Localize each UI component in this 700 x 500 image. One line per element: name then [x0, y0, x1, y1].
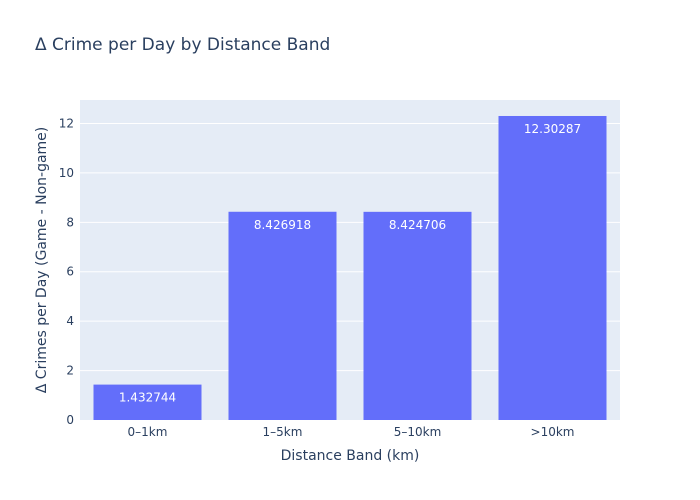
x-axis-ticks: 0–1km 1–5km 5–10km >10km [128, 425, 575, 439]
y-tick-label: 8 [66, 215, 74, 229]
bar [498, 115, 607, 421]
x-tick-label: 1–5km [263, 425, 303, 439]
chart-title: Δ Crime per Day by Distance Band [35, 35, 330, 55]
bar-value-label: 8.424706 [389, 218, 446, 232]
bar-value-label: 12.30287 [524, 122, 581, 136]
bar-value-label: 1.432744 [119, 391, 176, 405]
bar-value-labels: 1.432744 8.426918 8.424706 12.30287 [119, 122, 581, 405]
y-tick-label: 0 [66, 413, 74, 427]
x-tick-label: >10km [531, 425, 575, 439]
y-axis-title: Δ Crimes per Day (Game - Non-game) [34, 127, 50, 393]
x-tick-label: 0–1km [128, 425, 168, 439]
bar [93, 384, 202, 420]
bars [93, 115, 607, 421]
y-tick-label: 6 [66, 265, 74, 279]
x-axis-title: Distance Band (km) [281, 448, 420, 464]
y-tick-label: 10 [59, 166, 74, 180]
bar [228, 211, 337, 420]
x-tick-label: 5–10km [394, 425, 442, 439]
y-tick-label: 4 [66, 314, 74, 328]
y-tick-label: 2 [66, 364, 74, 378]
y-axis-ticks: 0 2 4 6 8 10 12 [59, 116, 74, 427]
bar-value-label: 8.426918 [254, 218, 311, 232]
bar [363, 211, 472, 420]
y-tick-label: 12 [59, 116, 74, 130]
